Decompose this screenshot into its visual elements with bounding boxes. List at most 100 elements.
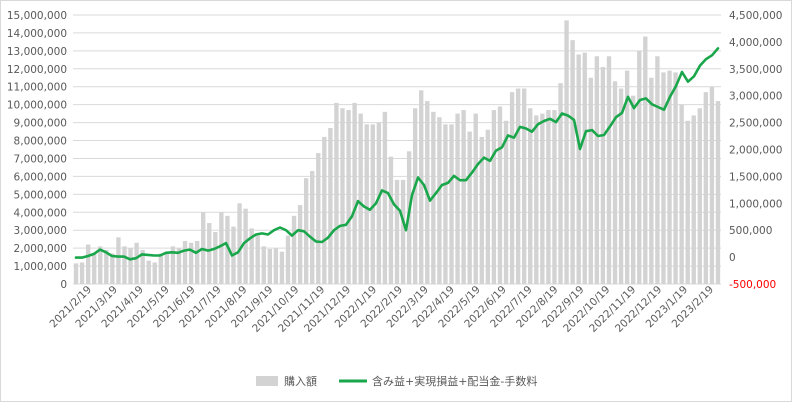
y-right-tick-label: 1,000,000 (729, 198, 782, 210)
x-axis: 2021/2/192021/3/192021/4/192021/5/192021… (48, 284, 717, 335)
y-left-tick-label: 7,000,000 (14, 153, 67, 165)
bar (316, 153, 321, 284)
bar (703, 92, 709, 284)
y-left-tick-label: 15,000,000 (7, 10, 67, 22)
bar (588, 77, 593, 285)
y-right-tick-label: 4,500,000 (729, 10, 782, 22)
bar (322, 136, 327, 284)
y-left-tick-label: 13,000,000 (7, 46, 67, 58)
bar (691, 115, 696, 284)
bar (461, 110, 466, 285)
bar (104, 249, 109, 284)
bar (310, 171, 315, 284)
bar (128, 248, 133, 284)
bar (546, 110, 551, 285)
bar (328, 127, 333, 284)
bar (534, 115, 539, 284)
bar (176, 248, 182, 284)
bar (419, 90, 424, 284)
bar (164, 253, 170, 284)
bar (552, 110, 557, 285)
bar (661, 72, 666, 285)
bar (437, 117, 442, 284)
bar (667, 70, 672, 285)
bar (285, 235, 291, 284)
bar (352, 102, 357, 284)
bar (346, 110, 351, 285)
bar (515, 88, 521, 284)
bar (497, 106, 503, 285)
y-right-tick-label: -500,000 (729, 279, 776, 291)
bar (249, 228, 254, 284)
y-left-tick-label: 6,000,000 (14, 171, 67, 183)
bar (382, 111, 388, 284)
y-right-tick-label: 0 (729, 252, 736, 264)
bar (334, 102, 339, 284)
bar (152, 262, 157, 284)
bar (606, 56, 612, 284)
bar (455, 113, 460, 284)
bar (685, 120, 690, 284)
bar (194, 240, 200, 284)
bar (643, 36, 648, 284)
bar (376, 122, 382, 284)
bar-series-purchase (73, 20, 721, 285)
bar (576, 54, 581, 284)
y-right-tick-label: 500,000 (729, 225, 772, 237)
bar (79, 262, 85, 284)
bar (279, 251, 285, 284)
bar (540, 113, 545, 284)
bar (188, 242, 194, 284)
y-left-tick-label: 12,000,000 (7, 64, 67, 76)
bar (146, 260, 151, 284)
bar (624, 70, 630, 285)
bar (243, 208, 248, 284)
bar (291, 215, 297, 284)
legend-label-line: 含み益+実現損益+配当金-手数料 (372, 374, 537, 388)
y-left-tick-label: 11,000,000 (7, 82, 67, 94)
bar (213, 231, 218, 284)
line-series-gain (74, 47, 720, 261)
y-left-tick-label: 14,000,000 (7, 28, 67, 40)
bar (673, 72, 678, 285)
bar (116, 237, 121, 284)
bar (207, 223, 212, 284)
bar (582, 52, 587, 284)
y-axis-right: -500,000 0 500,000 1,000,000 1,500,000 2,000,… (729, 10, 782, 291)
bar (98, 246, 103, 284)
bar (388, 156, 394, 284)
bar (709, 86, 715, 284)
bar (649, 77, 654, 285)
y-left-tick-label: 5,000,000 (14, 189, 67, 201)
y-left-tick-label: 9,000,000 (14, 118, 67, 130)
bar (85, 244, 91, 284)
bar (564, 20, 569, 284)
y-right-tick-label: 2,500,000 (729, 118, 782, 130)
bar (521, 88, 527, 284)
bar (122, 246, 127, 284)
bar (225, 215, 230, 284)
bar (485, 129, 491, 284)
bar (358, 113, 363, 284)
bar (679, 104, 684, 285)
bar (612, 81, 618, 284)
bar (479, 136, 484, 284)
bar (134, 242, 139, 284)
bar (303, 178, 309, 284)
y-left-tick-label: 3,000,000 (14, 225, 67, 237)
bar (473, 113, 478, 284)
bar (412, 108, 418, 285)
bar (182, 240, 188, 284)
bar (340, 108, 345, 285)
legend: 購入額 含み益+実現損益+配当金-手数料 (256, 374, 537, 388)
bar (449, 124, 454, 284)
bar (394, 179, 400, 284)
bar (637, 50, 642, 284)
bar (370, 124, 375, 284)
bar (140, 249, 145, 284)
bar (558, 83, 563, 284)
bar (697, 108, 702, 285)
bar (110, 253, 115, 284)
bar (92, 253, 97, 284)
